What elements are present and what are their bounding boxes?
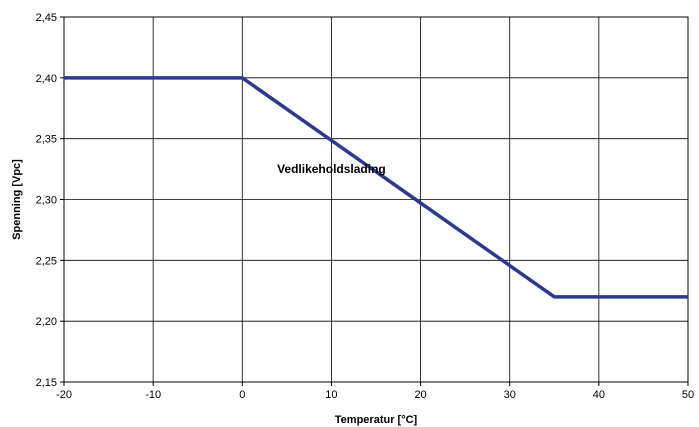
y-tick-label: 2,35: [36, 134, 57, 146]
y-axis-title: Spenning [Vpc]: [11, 159, 23, 240]
axis-ticks: -20 -10 0 10 20 30 40 50 2,15 2,20 2,25 2,30 2,35 2,4…: [36, 12, 695, 401]
x-axis-title: Temperatur [°C]: [335, 414, 418, 426]
y-tick-label: 2,40: [36, 73, 57, 85]
x-tick-label: 30: [504, 389, 516, 401]
x-tick-label: 40: [593, 389, 605, 401]
y-tick-label: 2,30: [36, 195, 57, 207]
annotations: Vedlikeholdslading: [277, 162, 386, 176]
x-tick-label: -20: [56, 389, 72, 401]
x-tick-label: 50: [682, 389, 694, 401]
y-tick-label: 2,20: [36, 316, 57, 328]
x-tick-label: 20: [414, 389, 426, 401]
y-tick-label: 2,15: [36, 377, 57, 389]
annotation-label: Vedlikeholdslading: [277, 162, 386, 176]
grid: [63, 16, 689, 383]
y-tick-label: 2,45: [36, 12, 57, 24]
y-tick-label: 2,25: [36, 255, 57, 267]
x-tick-label: 10: [325, 389, 337, 401]
x-tick-label: -10: [145, 389, 161, 401]
series-layer: [64, 76, 688, 299]
series-line: [64, 76, 688, 299]
x-tick-label: 0: [239, 389, 245, 401]
